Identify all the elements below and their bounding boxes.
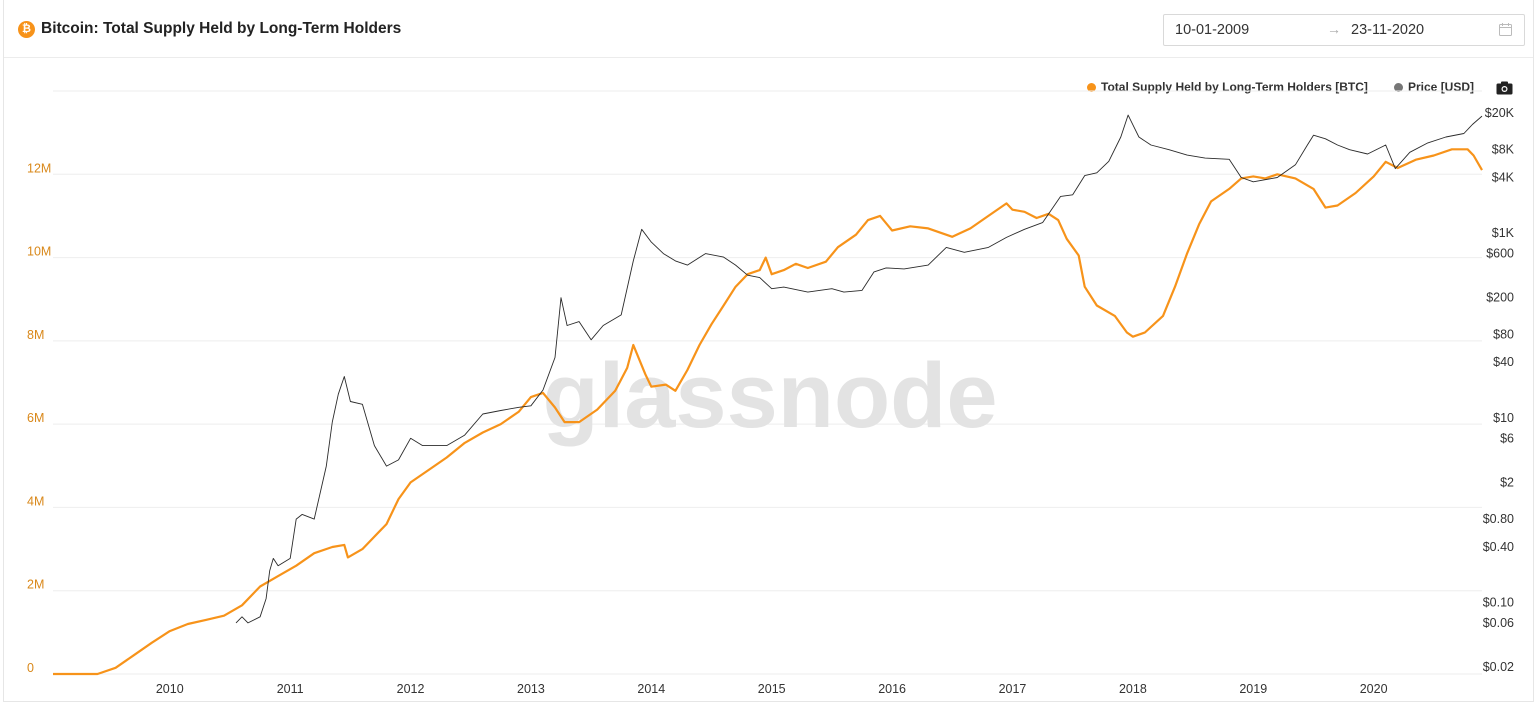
y-left-tick-label: 0 [27,661,34,675]
calendar-icon[interactable] [1499,23,1512,36]
y-right-tick-label: $0.02 [1483,660,1514,674]
y-right-tick-label: $8K [1492,143,1515,157]
y-right-tick-label: $0.06 [1483,616,1514,630]
y-left-tick-label: 12M [27,161,51,175]
x-tick-label: 2018 [1119,682,1147,696]
y-right-tick-label: $0.80 [1483,512,1514,526]
x-tick-label: 2017 [999,682,1027,696]
chart-header: ₿ Bitcoin: Total Supply Held by Long-Ter… [4,0,1533,58]
gridlines [53,90,1482,675]
y-left-tick-label: 10M [27,245,51,259]
x-tick-label: 2012 [397,682,425,696]
x-axis: 2010 2011 2012 2013 2014 2015 2016 2017 2018 2019… [156,682,1388,696]
y-right-tick-label: $200 [1486,291,1514,305]
y-right-tick-label: $600 [1486,247,1514,261]
y-right-tick-label: $20K [1485,106,1515,120]
y-right-tick-label: $6 [1500,431,1514,445]
y-right-tick-label: $0.10 [1483,595,1514,609]
x-tick-label: 2010 [156,682,184,696]
y-left-tick-label: 4M [27,494,44,508]
y-right-tick-label: $80 [1493,327,1514,341]
date-to-input[interactable]: 23-11-2020 [1351,22,1425,38]
watermark: glassnode [542,345,997,447]
y-left-tick-label: 6M [27,411,44,425]
date-range-picker[interactable]: 10-01-2009 → 23-11-2020 [1163,14,1525,46]
y-right-tick-label: $4K [1492,171,1515,185]
y-right-tick-label: $40 [1493,355,1514,369]
y-right-tick-label: $10 [1493,411,1514,425]
arrow-right-icon: → [1327,21,1341,37]
bitcoin-icon: ₿ [18,21,35,38]
x-tick-label: 2013 [517,682,545,696]
x-tick-label: 2011 [277,682,304,696]
y-left-tick-label: 8M [27,328,44,342]
series-group [53,114,1483,676]
legend-dot-price [1394,82,1403,92]
series-line-price [235,114,1483,624]
page-title: Bitcoin: Total Supply Held by Long-Term … [41,20,402,37]
legend-dot-supply [1087,82,1096,92]
y-left-tick-label: 2M [27,578,44,592]
x-tick-label: 2016 [878,682,906,696]
y-axis-left: 0 2M 4M 6M 8M 10M 12M [27,161,51,675]
y-right-tick-label: $2 [1500,475,1514,489]
chart-panel: ₿ Bitcoin: Total Supply Held by Long-Ter… [3,0,1534,702]
x-tick-label: 2020 [1360,682,1388,696]
x-tick-label: 2015 [758,682,786,696]
x-tick-label: 2019 [1239,682,1267,696]
x-tick-label: 2014 [637,682,665,696]
y-right-tick-label: $1K [1492,226,1515,240]
camera-icon[interactable] [1496,81,1513,95]
y-right-tick-label: $0.40 [1483,540,1514,554]
y-axis-right: $0.02 $0.06 $0.10 $0.40 $0.80 $2 $6 $10 $40 $80 $2… [1483,106,1515,674]
date-from-input[interactable]: 10-01-2009 [1175,22,1250,38]
